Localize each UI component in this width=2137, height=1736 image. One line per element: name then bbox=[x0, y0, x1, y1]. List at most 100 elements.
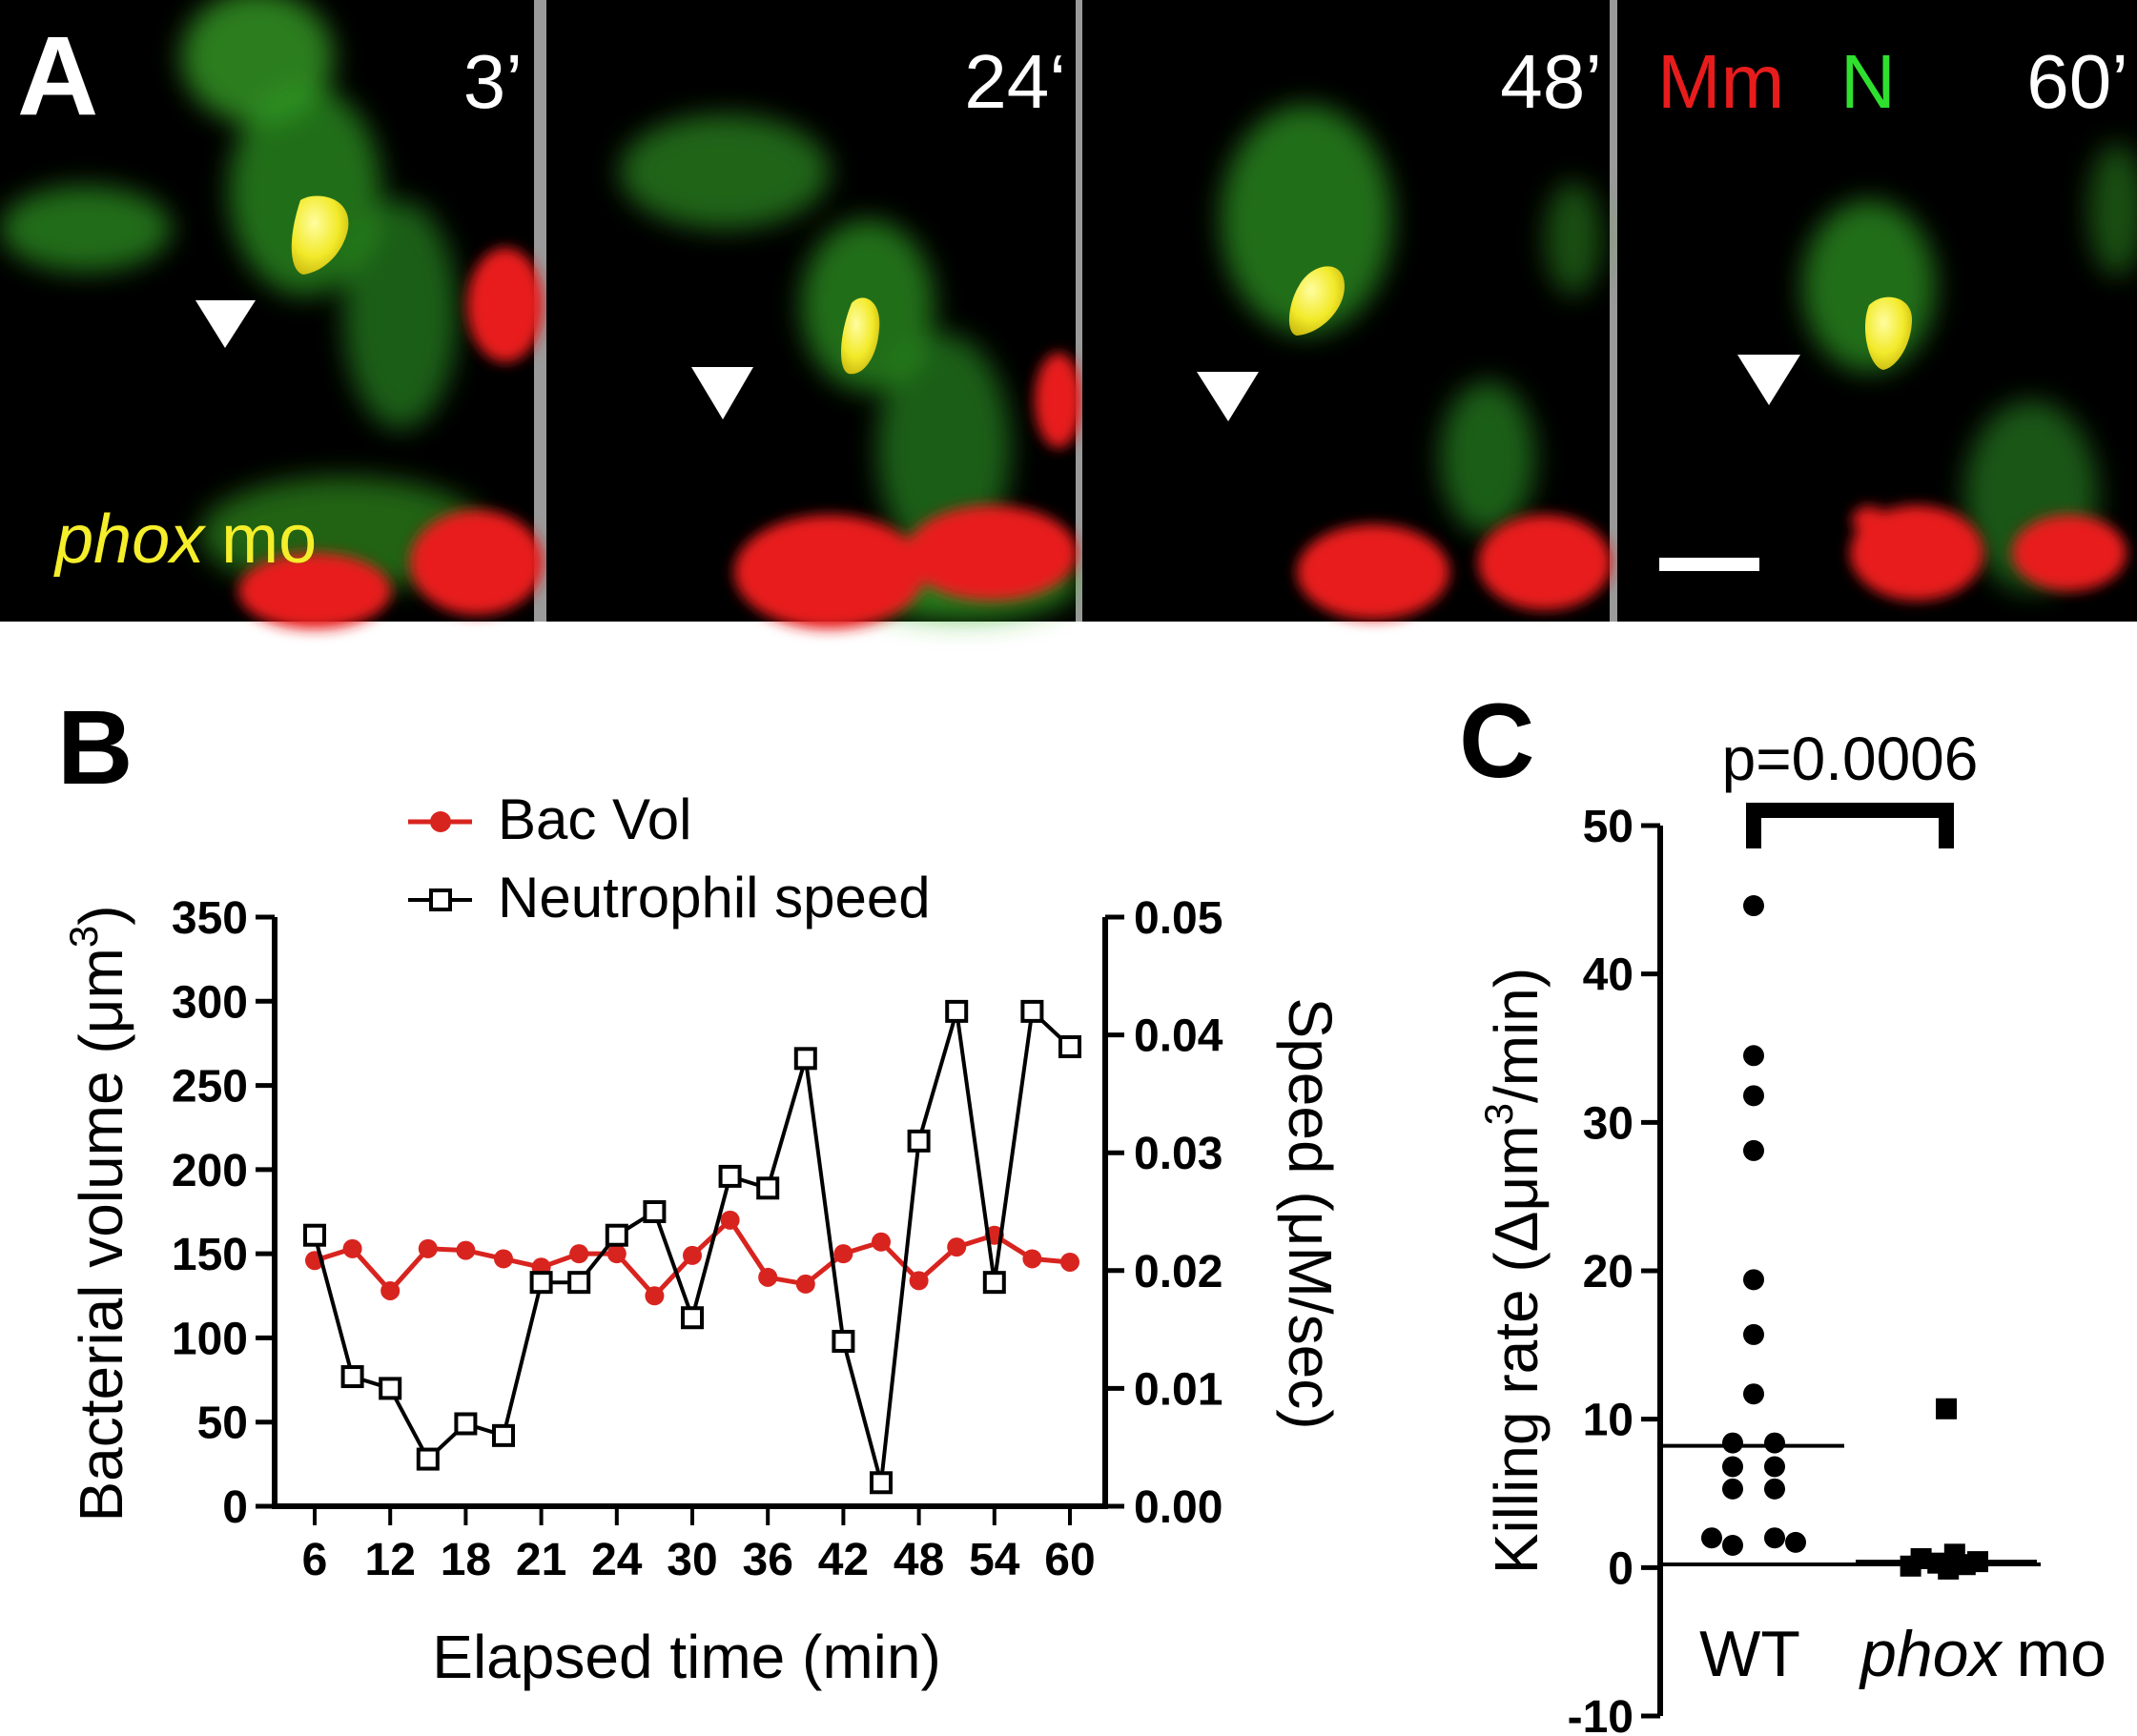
speed-point bbox=[416, 1447, 440, 1471]
bacvol-point bbox=[380, 1280, 401, 1300]
arrowhead-marker bbox=[691, 367, 753, 419]
speed-point bbox=[340, 1365, 364, 1389]
y-right-tick-label: 0.03 bbox=[1134, 1129, 1223, 1179]
bacvol-point bbox=[569, 1244, 589, 1264]
bacvol-point bbox=[645, 1286, 665, 1306]
legend-mm: Mm bbox=[1657, 39, 1784, 124]
mycobacterium-signal bbox=[1297, 515, 1612, 620]
y-left-title-superscript: 3 bbox=[61, 926, 106, 948]
arrowhead-marker bbox=[195, 300, 256, 348]
bacvol-point bbox=[1022, 1249, 1042, 1269]
bacvol-point bbox=[683, 1245, 702, 1265]
c-y-tick-label: 0 bbox=[1608, 1543, 1634, 1594]
c-y-axis-title: Killing rate (Δμm3/min) bbox=[1476, 968, 1551, 1574]
wt-point bbox=[1743, 1139, 1764, 1161]
wt-point bbox=[1743, 1383, 1764, 1405]
y-left-tick-label: 250 bbox=[172, 1062, 248, 1113]
speed-point bbox=[756, 1176, 780, 1200]
x-tick-label: 6 bbox=[302, 1535, 328, 1585]
wt-point bbox=[1743, 1045, 1764, 1067]
y-left-tick-label: 300 bbox=[172, 977, 248, 1028]
mycobacterium-signal bbox=[238, 248, 544, 629]
wt-point bbox=[1764, 1456, 1785, 1478]
c-y-tick-label: 50 bbox=[1583, 802, 1634, 852]
speed-point bbox=[303, 1223, 326, 1247]
x-tick-label: 42 bbox=[818, 1535, 869, 1585]
bacvol-point bbox=[833, 1244, 853, 1264]
speed-point bbox=[643, 1200, 667, 1223]
wt-point bbox=[1743, 895, 1764, 917]
y-right-tick-label: 0.02 bbox=[1134, 1247, 1223, 1297]
c-y-title-superscript: 3 bbox=[1476, 1103, 1521, 1125]
speed-point bbox=[982, 1271, 1006, 1295]
y-left-ticks: 0 50 100 150 200 250 300 350 bbox=[172, 893, 275, 1533]
c-y-tick-label: 30 bbox=[1583, 1098, 1634, 1149]
series-group bbox=[303, 999, 1081, 1495]
speed-point bbox=[492, 1423, 515, 1447]
arrowhead-marker bbox=[1737, 355, 1800, 405]
y-right-tick-label: 0.04 bbox=[1134, 1011, 1223, 1062]
neutrophil-signal bbox=[1221, 105, 1602, 534]
group-label-phox-gene: phox bbox=[1859, 1618, 2003, 1690]
c-y-tick-label: 20 bbox=[1583, 1247, 1634, 1297]
p-value-label: p=0.0006 bbox=[1722, 725, 1979, 793]
panel-a-label: A bbox=[17, 13, 98, 139]
bacvol-point bbox=[606, 1244, 627, 1264]
speed-point bbox=[605, 1223, 628, 1247]
legend-bacvol-marker bbox=[430, 811, 451, 832]
x-tick-label: 12 bbox=[365, 1535, 416, 1585]
wt-point bbox=[1722, 1478, 1743, 1500]
speed-point bbox=[793, 1047, 817, 1071]
wt-point bbox=[1743, 1323, 1764, 1345]
y-right-axis-title: Speed (μM/sec) bbox=[1276, 997, 1345, 1429]
x-tick-label: 24 bbox=[591, 1535, 643, 1585]
y-left-title-main: Bacterial volume (μm bbox=[67, 948, 135, 1522]
wt-point bbox=[1785, 1531, 1806, 1553]
c-y-title-end: /min) bbox=[1482, 968, 1551, 1103]
legend-speed-marker bbox=[429, 888, 452, 911]
y-left-tick-label: 50 bbox=[197, 1399, 248, 1449]
y-left-title-end: ) bbox=[67, 905, 135, 925]
panel-b-legend: Bac Vol Neutrophil speed bbox=[408, 787, 931, 929]
y-right-tick-label: 0.01 bbox=[1134, 1364, 1223, 1415]
wt-point bbox=[1764, 1432, 1785, 1454]
group-label-wt: WT bbox=[1699, 1618, 1800, 1690]
c-y-title-main: Killing rate (Δμm bbox=[1482, 1125, 1551, 1574]
scale-bar bbox=[1659, 558, 1759, 571]
c-y-ticks: -10 0 10 20 30 40 50 bbox=[1568, 802, 1660, 1736]
panel-a: A 3’ 24‘ 48’ 60’ Mm N phox mo bbox=[0, 0, 2137, 629]
speed-point bbox=[1020, 999, 1044, 1023]
c-y-tick-label: -10 bbox=[1568, 1692, 1634, 1736]
y-right-tick-label: 0.00 bbox=[1134, 1482, 1223, 1533]
wt-point bbox=[1722, 1432, 1743, 1454]
timepoint-label-3: 48’ bbox=[1500, 39, 1602, 124]
bacterium-surface bbox=[1864, 296, 1912, 370]
speed-point bbox=[681, 1306, 704, 1330]
mycobacterium-signal bbox=[1850, 505, 2127, 601]
wt-point bbox=[1701, 1527, 1722, 1549]
speed-point bbox=[832, 1329, 855, 1353]
x-tick-label: 30 bbox=[667, 1535, 717, 1585]
panel-b-label: B bbox=[57, 689, 133, 807]
mycobacterium-signal bbox=[734, 353, 1082, 629]
wt-point bbox=[1722, 1456, 1743, 1478]
significance-bracket bbox=[1746, 803, 1954, 848]
speed-point bbox=[945, 999, 969, 1023]
speed-point bbox=[529, 1271, 553, 1295]
bacvol-point bbox=[909, 1271, 929, 1291]
c-y-tick-label: 40 bbox=[1583, 950, 1634, 1001]
group-label-phox-suffix: mo bbox=[2017, 1618, 2106, 1690]
x-tick-label: 54 bbox=[969, 1535, 1020, 1585]
y-left-tick-label: 150 bbox=[172, 1230, 248, 1280]
phox-point bbox=[1900, 1555, 1921, 1577]
condition-label: phox mo bbox=[53, 501, 317, 578]
x-ticks: 6 12 18 21 24 30 36 42 48 54 60 bbox=[302, 1506, 1096, 1585]
y-left-axis-title: Bacterial volume (μm3) bbox=[61, 905, 135, 1522]
legend-bacvol-label: Bac Vol bbox=[498, 787, 691, 851]
wt-point bbox=[1743, 1085, 1764, 1107]
bacterium-surface bbox=[291, 195, 349, 275]
y-left-tick-label: 200 bbox=[172, 1146, 248, 1196]
wt-point bbox=[1764, 1478, 1785, 1500]
y-right-ticks: 0.00 0.01 0.02 0.03 0.04 0.05 bbox=[1105, 893, 1223, 1533]
wt-point bbox=[1764, 1527, 1785, 1549]
